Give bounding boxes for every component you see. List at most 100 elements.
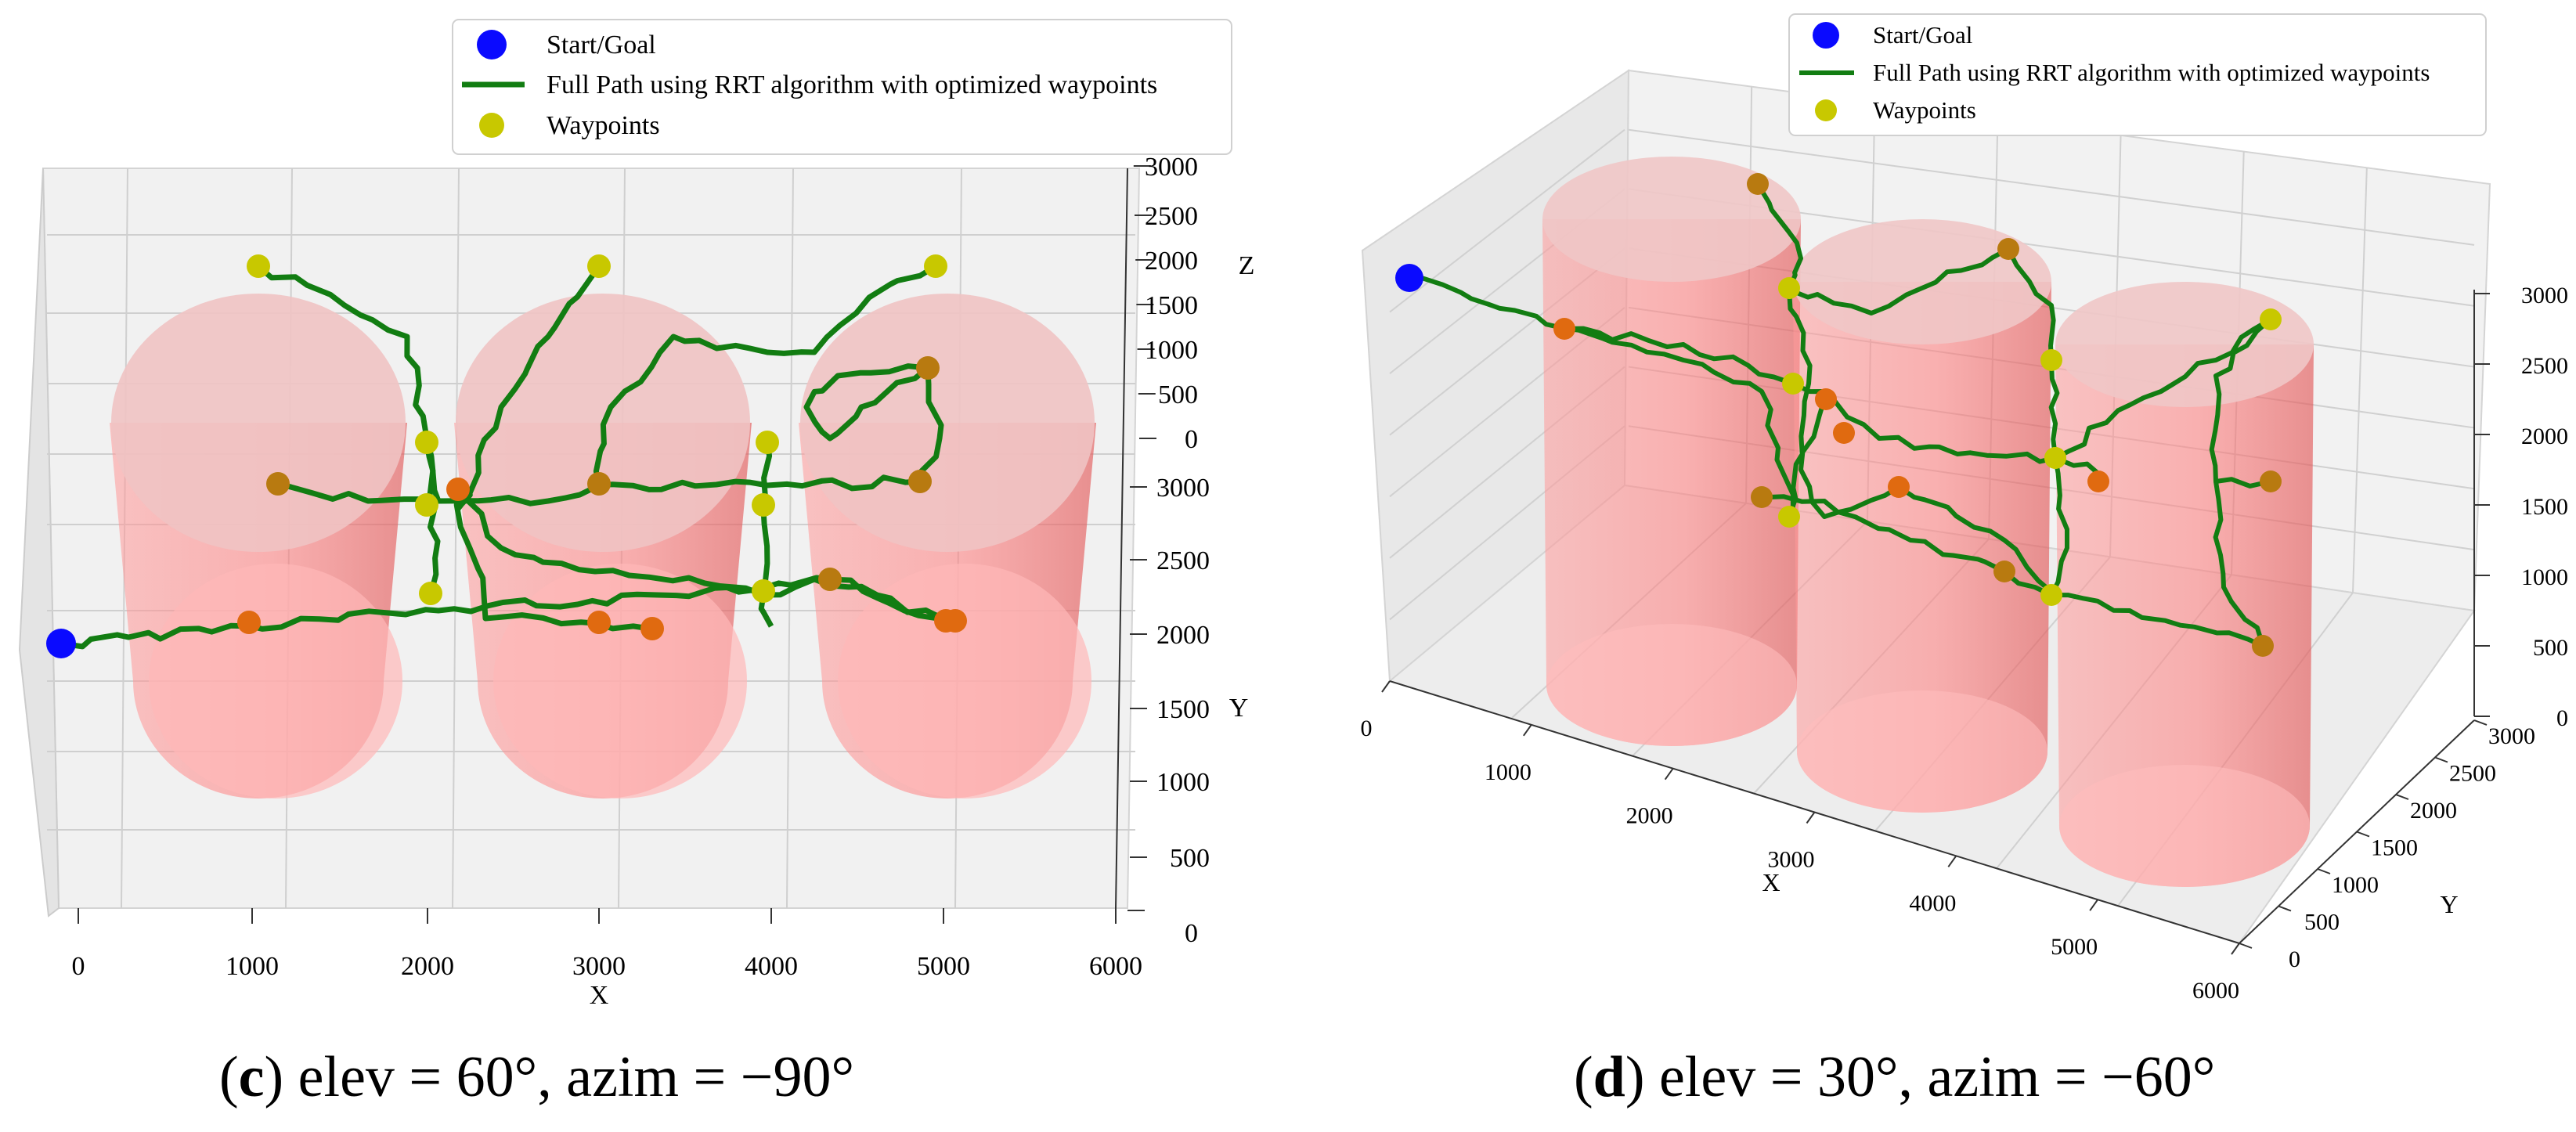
legend-start-goal-marker (477, 30, 507, 59)
x-tick-mark (1947, 855, 1957, 867)
legend-path-label: Full Path using RRT algorithm with optim… (547, 70, 1157, 99)
waypoint-marker (1751, 486, 1773, 508)
cylinder-obstacle (1542, 157, 1801, 746)
axis-line (1115, 168, 1128, 909)
path-segment (1409, 276, 1794, 386)
y-axis: 500 1000 1500 2000 2500 3000 0 (1127, 474, 1210, 948)
x-tick-label: 0 (1361, 716, 1373, 741)
cylinder-obstacle (2055, 282, 2314, 887)
x-tick-label: 3000 (1768, 847, 1815, 873)
waypoint-marker (2252, 635, 2274, 657)
y-tick-mark (2278, 905, 2292, 912)
x-axis-label: X (1762, 868, 1780, 896)
waypoint-marker (587, 472, 611, 496)
y-tick-label: 1000 (2332, 872, 2379, 898)
obstacles (110, 294, 1096, 799)
waypoint-marker (818, 568, 842, 591)
y-tick-label: 3000 (2488, 723, 2535, 749)
x-tick-mark (2089, 899, 2098, 911)
waypoint-marker (1997, 238, 2019, 260)
y-tick-mark (2239, 943, 2253, 949)
y-tick-label: 1500 (2371, 835, 2418, 861)
waypoint-marker (2260, 308, 2282, 330)
waypoint-marker (1782, 373, 1804, 395)
cylinder-obstacle (1793, 219, 2051, 813)
waypoint-marker (2260, 470, 2282, 492)
legend: Start/Goal Full Path using RRT algorithm… (452, 19, 1232, 155)
z-tick-label: 3000 (1145, 153, 1198, 182)
x-axis-label: X (590, 981, 609, 1010)
path-segment (763, 576, 949, 624)
y-tick-label: 0 (2289, 946, 2300, 972)
z-tick-label: 2500 (2521, 353, 2568, 379)
z-tick-label: 2000 (2521, 424, 2568, 449)
x-tick-label: 2000 (401, 952, 454, 981)
legend-waypoints-label: Waypoints (547, 111, 660, 140)
plot-panel-c: 0 1000 2000 3000 4000 5000 6000 X 050010001500… (18, 19, 1255, 1109)
z-axis-label: Z (1239, 251, 1255, 280)
cylinder-obstacle (799, 294, 1096, 799)
caption-c: (c) elev = 60°, azim = −90° (219, 1045, 854, 1109)
z-tick-label: 1500 (1145, 291, 1198, 320)
z-tick-label: 2500 (1145, 202, 1198, 231)
path-segment (758, 442, 774, 628)
z-tick-label: 2000 (1145, 247, 1198, 276)
legend-start-goal-label: Start/Goal (547, 31, 656, 59)
x-axis: 0 1000 2000 3000 4000 5000 6000 (72, 908, 1142, 981)
start-goal-marker (46, 629, 76, 658)
x-tick-label: 1000 (1485, 759, 1532, 785)
path-segment (593, 264, 937, 486)
z-tick-label: 1000 (1145, 336, 1198, 365)
waypoint-marker (924, 254, 947, 278)
z-axis: 0 500 1000 1500 2000 2500 3000 (1133, 153, 1198, 454)
path-segment (2209, 317, 2272, 488)
waypoint-marker (419, 582, 442, 605)
y-tick-label: 2500 (2449, 761, 2496, 787)
path-segment (2054, 317, 2272, 460)
z-tick-label: 0 (2556, 705, 2568, 731)
y-axis-label: Y (2440, 890, 2458, 918)
x-tick-label: 0 (72, 952, 85, 981)
waypoint-marker (756, 431, 779, 454)
waypoint-marker (237, 611, 261, 634)
y-tick-label: 2000 (1156, 621, 1210, 650)
legend-start-goal-marker (1813, 22, 1839, 49)
y-tick-mark (2395, 794, 2409, 800)
path-segment (424, 442, 441, 596)
legend-start-goal-label: Start/Goal (1873, 21, 1972, 49)
x-tick-mark (1381, 680, 1391, 693)
waypoints (1553, 173, 2282, 657)
path-segment (1787, 289, 1813, 518)
caption-d: (d) elev = 30°, azim = −60° (1574, 1045, 2215, 1109)
x-tick-label: 4000 (1909, 890, 1956, 916)
waypoint-marker (752, 579, 775, 603)
waypoint-marker (247, 254, 270, 278)
x-axis: 0 1000 2000 3000 4000 5000 6000 (1361, 680, 2240, 1004)
waypoint-marker (2044, 447, 2066, 469)
pane-side (18, 168, 60, 917)
path-segment (1565, 326, 1795, 517)
waypoint-marker (640, 617, 664, 640)
waypoint-marker (415, 493, 438, 517)
y-tick-mark (2356, 831, 2370, 838)
waypoint-marker (1888, 476, 1910, 498)
waypoints (237, 254, 967, 640)
path-segment (2213, 481, 2265, 647)
path-segment (1755, 182, 1803, 291)
y-tick-label: 1000 (1156, 768, 1210, 797)
start-goal-marker (1395, 264, 1423, 292)
z-tick-label: 3000 (2521, 283, 2568, 308)
waypoint-marker (415, 431, 438, 454)
z-axis: 0 500 1000 1500 2000 2500 3000 (2474, 283, 2568, 731)
x-tick-mark (2231, 943, 2240, 955)
waypoint-marker (587, 611, 611, 634)
waypoint-marker (1747, 173, 1769, 195)
obstacles (1542, 157, 2314, 887)
x-tick-mark (1664, 768, 1674, 781)
y-tick-label: 1500 (1156, 695, 1210, 724)
x-tick-label: 6000 (2192, 978, 2239, 1004)
legend-waypoints-label: Waypoints (1873, 96, 1976, 124)
